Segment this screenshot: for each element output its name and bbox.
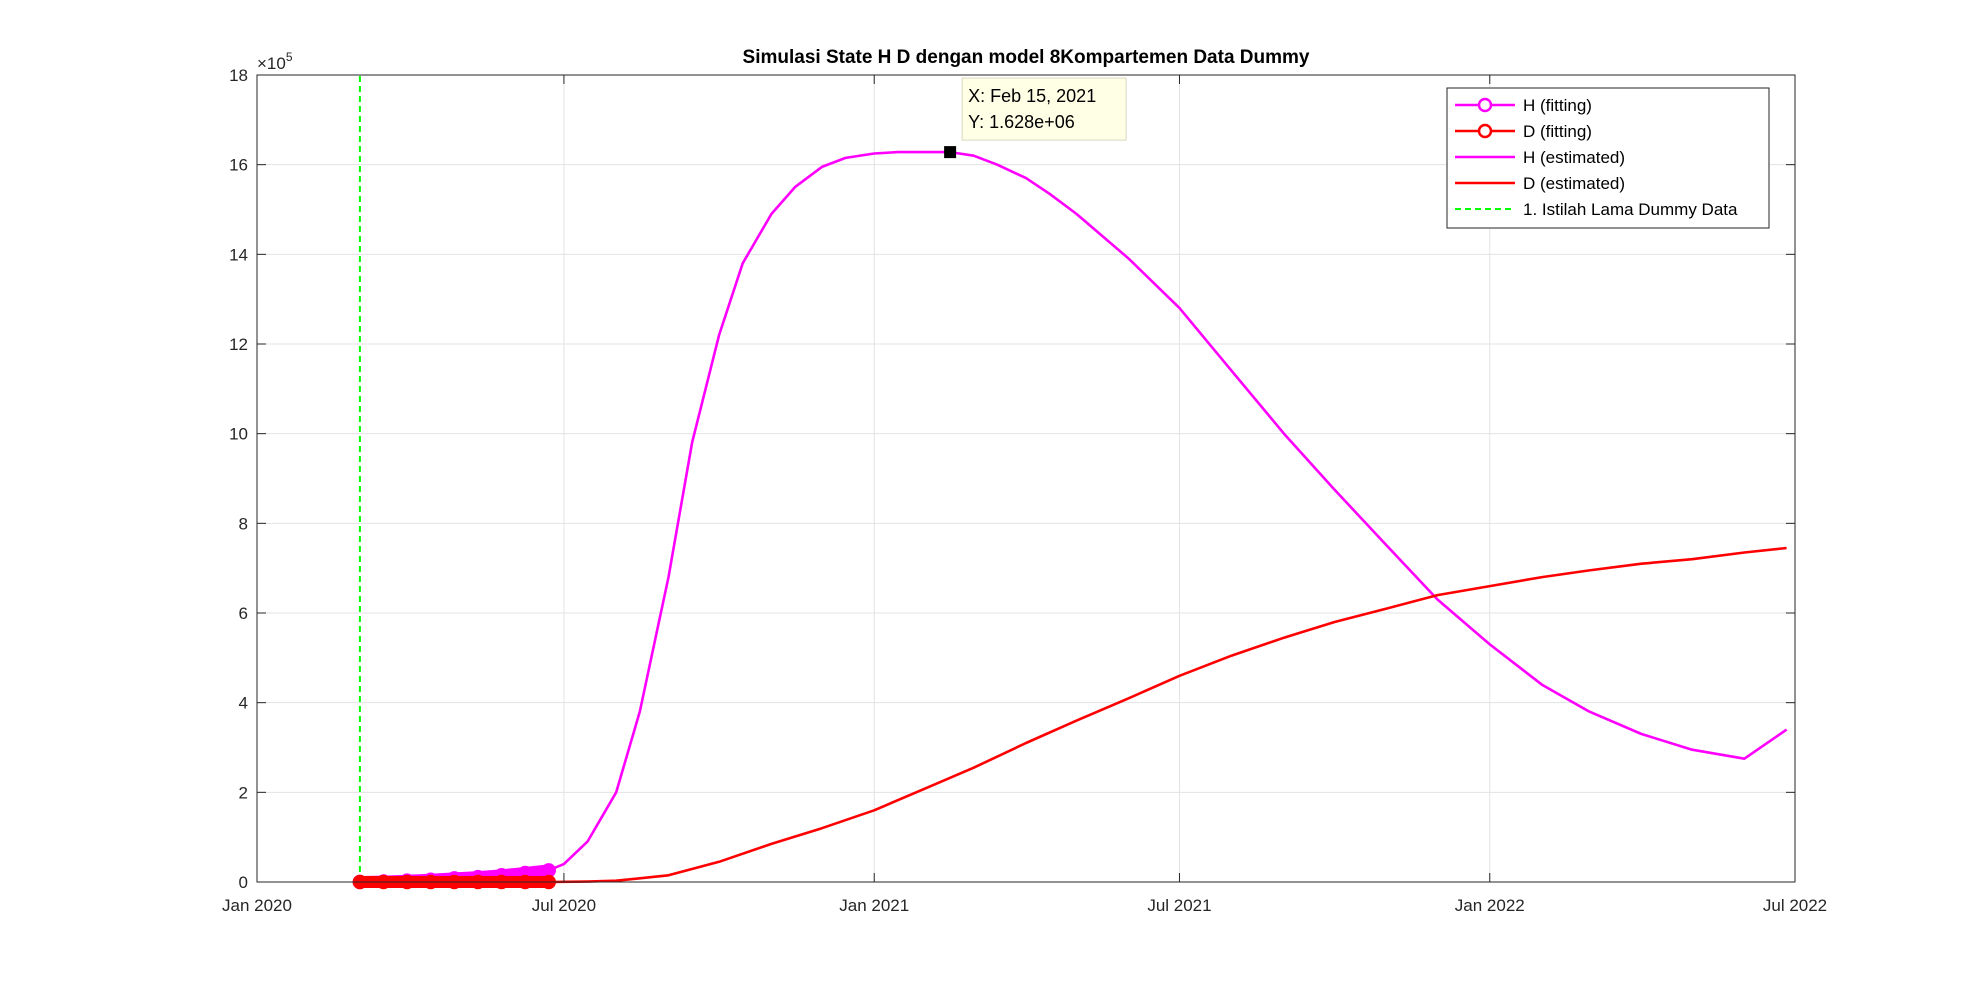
datatip[interactable]: X: Feb 15, 2021 Y: 1.628e+06 xyxy=(944,77,1127,159)
legend-item-h-estimated[interactable]: H (estimated) xyxy=(1455,148,1625,167)
legend-label: H (estimated) xyxy=(1523,148,1625,167)
y-tick-label: 16 xyxy=(229,156,248,175)
ticks: Jan 2020 Jul 2020 Jan 2021 Jul 2021 Jan 2022… xyxy=(222,66,1827,915)
x-tick-label: Jan 2020 xyxy=(222,896,292,915)
legend-item-d-fitting[interactable]: D (fitting) xyxy=(1455,122,1592,141)
series-line-d-estimated xyxy=(548,546,1787,884)
x-tick-label: Jul 2020 xyxy=(532,896,596,915)
y-tick-label: 4 xyxy=(239,694,248,713)
legend-marker xyxy=(1477,123,1493,139)
legend-label: D (estimated) xyxy=(1523,174,1625,193)
y-tick-label: 12 xyxy=(229,335,248,354)
y-tick-label: 14 xyxy=(229,245,248,264)
legend-label: 1. Istilah Lama Dummy Data xyxy=(1523,200,1738,219)
y-axis-exponent: ×105 xyxy=(257,50,293,73)
x-tick-label: Jan 2021 xyxy=(839,896,909,915)
y-tick-label: 6 xyxy=(239,604,248,623)
legend[interactable]: H (fitting) D (fitting) H (estimated) D (es… xyxy=(1446,87,1770,229)
y-tick-label: 0 xyxy=(239,873,248,892)
legend-item-d-estimated[interactable]: D (estimated) xyxy=(1455,174,1625,193)
chart-title: Simulasi State H D dengan model 8Kompart… xyxy=(743,47,1310,68)
grid xyxy=(257,75,1795,882)
y-axis-exponent-base: ×10 xyxy=(257,54,286,73)
legend-label: D (fitting) xyxy=(1523,122,1592,141)
x-tick-label: Jul 2022 xyxy=(1763,896,1827,915)
y-tick-label: 10 xyxy=(229,425,248,444)
x-tick-label: Jul 2021 xyxy=(1147,896,1211,915)
datatip-marker[interactable] xyxy=(944,146,957,159)
y-tick-label: 8 xyxy=(239,514,248,533)
x-tick-label: Jan 2022 xyxy=(1455,896,1525,915)
datatip-x-text: X: Feb 15, 2021 xyxy=(968,86,1096,106)
series-line-h-estimated xyxy=(548,150,1788,872)
legend-item-h-fitting[interactable]: H (fitting) xyxy=(1455,96,1592,115)
legend-label: H (fitting) xyxy=(1523,96,1592,115)
y-tick-label: 2 xyxy=(239,783,248,802)
datatip-y-text: Y: 1.628e+06 xyxy=(968,112,1075,132)
datatip-box xyxy=(961,77,1127,141)
legend-marker xyxy=(1477,97,1493,113)
axes-frame xyxy=(256,74,1796,883)
y-tick-label: 18 xyxy=(229,66,248,85)
y-axis-exponent-power: 5 xyxy=(286,50,293,64)
legend-item-1-istilah-lama-dummy-data[interactable]: 1. Istilah Lama Dummy Data xyxy=(1455,200,1738,219)
